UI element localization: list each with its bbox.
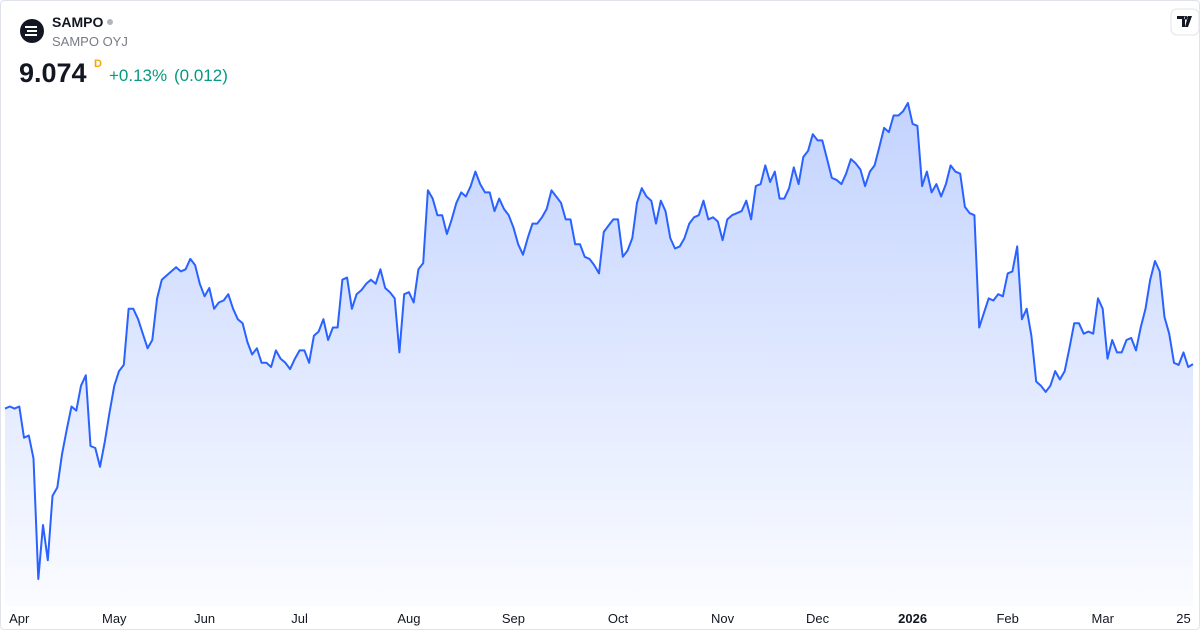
company-name: SAMPO OYJ — [52, 34, 128, 49]
logo-stripes — [25, 26, 37, 36]
x-tick-label: 25 — [1176, 611, 1190, 626]
x-tick-label: May — [102, 611, 127, 626]
interval: D — [94, 58, 102, 70]
x-tick-label: Apr — [9, 611, 30, 626]
x-tick-label: Nov — [711, 611, 735, 626]
x-tick-label: Jul — [291, 611, 308, 626]
symbol[interactable]: SAMPO — [52, 14, 103, 30]
x-tick-label: Sep — [502, 611, 525, 626]
status-dot — [107, 19, 113, 25]
tv-mark — [1177, 16, 1192, 27]
x-tick-label: Oct — [608, 611, 629, 626]
price-line — [4, 102, 1194, 580]
price: 9.074 — [19, 58, 87, 88]
x-tick-label: Jun — [194, 611, 215, 626]
x-tick-label: 2026 — [898, 611, 927, 626]
change-percent: +0.13% — [109, 66, 167, 85]
x-tick-label: Feb — [996, 611, 1018, 626]
area-fill — [5, 103, 1193, 606]
x-tick-label: Aug — [397, 611, 420, 626]
x-tick-label: Dec — [806, 611, 830, 626]
change: (0.012) — [174, 66, 228, 85]
x-tick-label: Mar — [1092, 611, 1115, 626]
